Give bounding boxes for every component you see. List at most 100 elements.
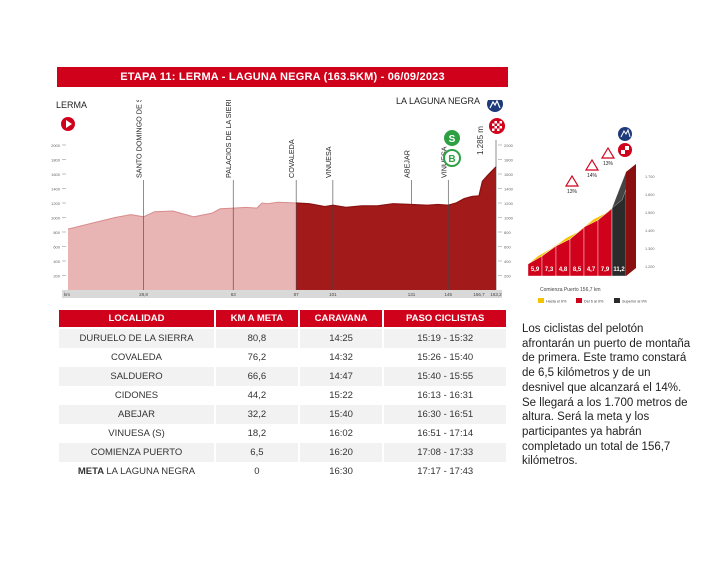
- cell-paso: 15:40 - 15:55: [382, 367, 508, 386]
- elev-tick-label-right: 1400: [504, 187, 514, 192]
- place-label: VINUESA: [324, 146, 333, 178]
- cell-caravana: 15:40: [297, 405, 385, 424]
- climb-side-face: [626, 164, 636, 276]
- gradient-warning-icon: [600, 146, 616, 159]
- stage-timetable: LOCALIDAD KM A META CARAVANA PASO CICLIS…: [57, 308, 508, 481]
- climb-altitude-tick: 1.500: [645, 211, 655, 215]
- cell-km: 0: [214, 462, 300, 481]
- cell-caravana: 16:02: [297, 424, 385, 443]
- km-tick-label: 63: [231, 292, 237, 297]
- elev-tick-label-right: 600: [504, 245, 511, 250]
- cell-paso: 15:26 - 15:40: [382, 348, 508, 367]
- profile-axis: km 28,8 63 87 101 131 145 156,7 163,2: [62, 290, 502, 298]
- stage-description: Los ciclistas del pelotón afrontarán un …: [522, 323, 691, 468]
- km-tick-label: 145: [445, 292, 453, 297]
- cell-km: 6,5: [214, 443, 300, 462]
- cell-paso: 16:13 - 16:31: [382, 386, 508, 405]
- cell-localidad: DURUELO DE LA SIERRA: [57, 328, 216, 348]
- climb-finish-flag-square: [621, 146, 625, 150]
- elev-tick-label-left: 200: [53, 274, 60, 279]
- cell-caravana: 14:47: [297, 367, 385, 386]
- profile-line-approach: [67, 201, 297, 230]
- cell-km: 66,6: [214, 367, 300, 386]
- cell-km: 32,2: [214, 405, 300, 424]
- profile-place-lines: SANTO DOMINGO DE SILOS PALACIOS DE LA SIE…: [135, 100, 497, 290]
- cell-paso: 15:19 - 15:32: [382, 328, 508, 348]
- place-label: COVALEDA: [287, 139, 296, 178]
- place-label: SANTO DOMINGO DE SILOS: [135, 100, 144, 178]
- cell-paso: 16:51 - 17:14: [382, 424, 508, 443]
- summit-altitude-label: 1.285 m: [476, 126, 485, 155]
- cell-localidad: SALDUERO: [57, 367, 216, 386]
- svg-text:S: S: [449, 134, 456, 145]
- profile-area: [67, 166, 497, 290]
- table-row: ABEJAR 32,2 15:40 16:30 - 16:51: [57, 405, 508, 424]
- col-header-km: KM A META: [214, 308, 300, 329]
- cell-km: 80,8: [214, 328, 300, 348]
- climb-gradient-label: 7,3: [545, 267, 554, 273]
- cell-km: 44,2: [214, 386, 300, 405]
- place-label: ABEJAR: [403, 150, 412, 178]
- cell-caravana: 15:22: [297, 386, 385, 405]
- km-tick-label: 28,8: [139, 292, 148, 297]
- climb-gradient-label: 4,8: [559, 267, 568, 273]
- climb-altitude-tick: 1.200: [645, 265, 655, 269]
- km-tick-label: 156,7: [473, 292, 485, 297]
- climb-gradient-label: 5,9: [531, 267, 540, 273]
- bonus-icon: B: [443, 149, 461, 167]
- cell-paso: 16:30 - 16:51: [382, 405, 508, 424]
- cell-caravana: 14:25: [297, 328, 385, 348]
- table-row: COVALEDA 76,2 14:32 15:26 - 15:40: [57, 348, 508, 367]
- legend-label: Hasta el 6%: [546, 300, 567, 304]
- profile-grid: 200 200 400 400 600 600 800 800 1000 1000 1200 1200…: [51, 143, 514, 279]
- gradient-warning-icon: [584, 158, 600, 171]
- mountain-category-icon: [487, 100, 503, 112]
- place-label: PALACIOS DE LA SIERRA: [224, 100, 233, 178]
- place-label: VINUESA: [439, 146, 448, 178]
- table-row: SALDUERO 66,6 14:47 15:40 - 15:55: [57, 367, 508, 386]
- finish-town-label: LA LAGUNA NEGRA: [396, 96, 481, 106]
- max-gradient-label: 13%: [567, 189, 578, 195]
- climb-altitude-tick: 1.400: [645, 229, 655, 233]
- elev-tick-label-right: 1600: [504, 172, 514, 177]
- table-header-row: LOCALIDAD KM A META CARAVANA PASO CICLIS…: [57, 308, 508, 329]
- cell-caravana: 16:30: [297, 462, 385, 481]
- col-header-paso: PASO CICLISTAS: [382, 308, 508, 329]
- climb-start-label: Comienza Puerto 156,7 km: [540, 287, 601, 293]
- cell-caravana: 14:32: [297, 348, 385, 367]
- cell-localidad: CIDONES: [57, 386, 216, 405]
- table-row: COMIENZA PUERTO 6,5 16:20 17:08 - 17:33: [57, 443, 508, 462]
- table-row: DURUELO DE LA SIERRA 80,8 14:25 15:19 - 15:…: [57, 328, 508, 348]
- km-tick-label: 101: [329, 292, 337, 297]
- start-town-label: LERMA: [56, 100, 88, 110]
- climb-mountain-icon: [618, 127, 632, 141]
- cell-caravana: 16:20: [297, 443, 385, 462]
- start-icon: [61, 117, 75, 131]
- elev-tick-label-left: 400: [53, 259, 60, 264]
- cell-km: 18,2: [214, 424, 300, 443]
- elev-tick-label-right: 1200: [504, 201, 514, 206]
- legend-swatch: [576, 298, 582, 303]
- elev-tick-label-right: 800: [504, 230, 511, 235]
- cell-localidad: COMIENZA PUERTO: [57, 443, 216, 462]
- legend-swatch: [614, 298, 620, 303]
- elev-tick-label-left: 1800: [51, 158, 61, 163]
- col-header-caravana: CARAVANA: [297, 308, 385, 329]
- legend-swatch: [538, 298, 544, 303]
- elev-tick-label-left: 1400: [51, 187, 61, 192]
- elev-tick-label-left: 600: [53, 245, 60, 250]
- km-tick-label: 131: [408, 292, 416, 297]
- legend-label: Del 6 al 9%: [584, 300, 604, 304]
- elev-tick-label-right: 1800: [504, 158, 514, 163]
- table-row: META LA LAGUNA NEGRA 0 16:30 17:17 - 17:43: [57, 462, 508, 481]
- climb-finish-flag-square: [625, 150, 629, 154]
- gradient-warning-icon: [564, 174, 580, 187]
- cell-km: 76,2: [214, 348, 300, 367]
- col-header-localidad: LOCALIDAD: [57, 308, 216, 329]
- legend-label: Superior al 9%: [622, 300, 648, 304]
- elev-tick-label-left: 2000: [51, 143, 61, 148]
- elev-tick-label-right: 1000: [504, 216, 514, 221]
- elev-tick-label-left: 800: [53, 230, 60, 235]
- climb-profile-chart: 5,9 7,3 4,8 8,5 4,7 7,9 11,2 1.700 1.600 1.500 1.4…: [527, 127, 655, 304]
- km-tick-label: 163,2: [490, 292, 502, 297]
